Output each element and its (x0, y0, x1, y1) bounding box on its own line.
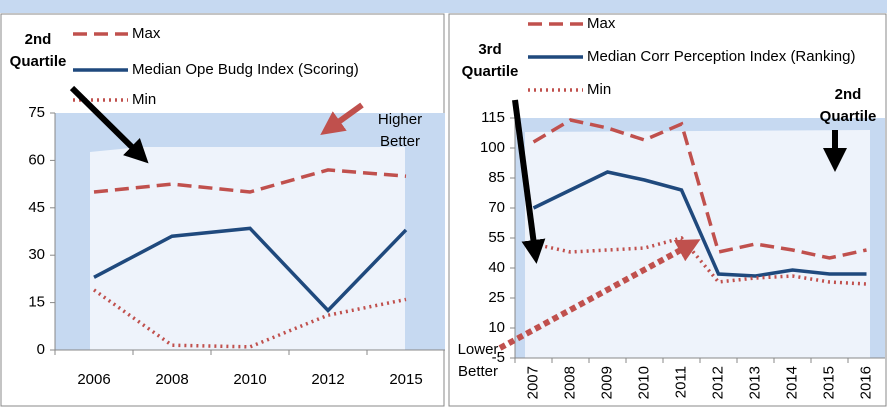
annotation-arrow (512, 99, 546, 264)
y-tick-label: 75 (28, 104, 45, 121)
header-strip (0, 0, 887, 13)
x-tick-label: 2011 (672, 366, 689, 398)
y-tick-label: 0 (37, 341, 45, 358)
series-line (533, 236, 867, 286)
y-tick-label: 30 (28, 246, 45, 263)
y-tick-label: 10 (488, 319, 505, 336)
y-tick-label: -5 (492, 349, 505, 366)
x-tick-label: 2015 (820, 366, 837, 399)
x-tick-label: 2012 (311, 371, 344, 388)
x-tick-label: 2006 (77, 371, 110, 388)
annotation: 3rd Quartile (462, 41, 519, 80)
x-tick-label: 2007 (524, 366, 541, 399)
annotation: 2nd Quartile (10, 31, 67, 70)
annotation-arrow (320, 102, 364, 136)
legend-label: Median Ope Budg Index (Scoring) (132, 61, 359, 78)
y-tick-label: 15 (28, 294, 45, 311)
y-tick-label: 60 (28, 151, 45, 168)
annotation-arrow (498, 239, 701, 351)
x-tick-label: 2008 (155, 371, 188, 388)
annotation-arrow (69, 85, 149, 164)
series-line (93, 168, 407, 194)
legend-label: Max (587, 15, 616, 32)
x-tick-label: 2015 (389, 371, 422, 388)
x-tick-label: 2010 (233, 371, 266, 388)
x-tick-label: 2016 (857, 366, 874, 399)
y-tick-label: 100 (480, 139, 505, 156)
x-tick-label: 2013 (746, 366, 763, 399)
series-line (93, 226, 408, 314)
y-tick-label: 115 (481, 109, 505, 126)
y-tick-label: 40 (488, 259, 505, 276)
y-tick-label: 25 (488, 289, 505, 306)
legend-label: Min (587, 81, 611, 98)
series-line (532, 118, 867, 260)
quartile-band (525, 130, 870, 358)
y-tick-label: 70 (488, 199, 505, 216)
y-tick-label: 55 (488, 229, 505, 246)
legend-label: Max (132, 25, 161, 42)
quartile-band (90, 147, 405, 350)
y-tick-label: 45 (28, 199, 45, 216)
legend-label: Median Corr Perception Index (Ranking) (587, 48, 855, 65)
annotation: Higher Better (378, 111, 422, 150)
x-tick-label: 2008 (561, 366, 578, 399)
x-tick-label: 2014 (783, 366, 800, 399)
x-tick-label: 2010 (635, 366, 652, 399)
y-tick-label: 85 (488, 169, 505, 186)
legend-label: Min (132, 91, 156, 108)
x-tick-label: 2009 (598, 366, 615, 399)
x-tick-label: 2012 (709, 366, 726, 399)
annotation: Lower Better (458, 341, 499, 380)
annotation: 2nd Quartile (820, 86, 877, 125)
series-line (532, 170, 867, 278)
